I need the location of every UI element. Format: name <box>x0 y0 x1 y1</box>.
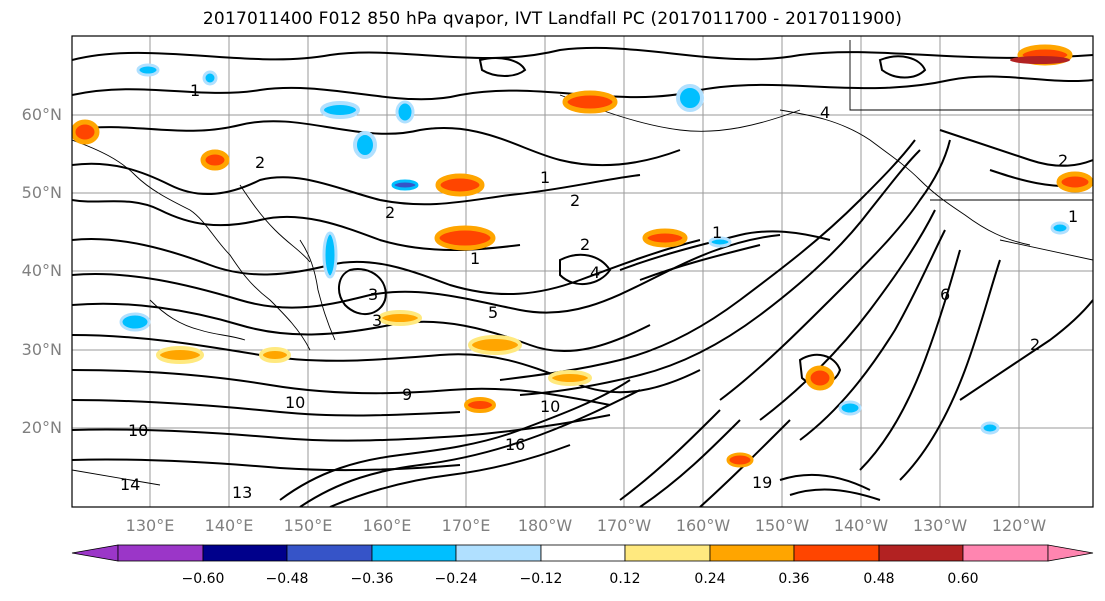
contour-label: 4 <box>820 103 830 122</box>
lon-label: 180°W <box>517 516 573 535</box>
contour-label: 9 <box>402 385 412 404</box>
contour-label: 4 <box>590 263 600 282</box>
lat-label: 50°N <box>21 183 62 202</box>
contour-label: 2 <box>385 203 395 222</box>
contour-label: 2 <box>570 191 580 210</box>
contour-label: 10 <box>128 421 148 440</box>
contour-label: 10 <box>285 393 305 412</box>
lon-label: 150°E <box>283 516 333 535</box>
lon-label: 150°W <box>754 516 810 535</box>
contour-label: 1 <box>470 249 480 268</box>
colorbar-segment <box>455 544 542 562</box>
lon-label: 130°W <box>912 516 968 535</box>
map-border <box>71 35 1094 508</box>
colorbar-tick-label: 0.24 <box>694 571 726 587</box>
colorbar-tick-label: −0.48 <box>265 571 309 587</box>
contour-label: 2 <box>255 153 265 172</box>
colorbar-extend-low <box>71 544 119 562</box>
contour-label: 1 <box>190 81 200 100</box>
colorbar-segment <box>878 544 964 562</box>
lon-label: 160°W <box>675 516 731 535</box>
lon-label: 140°E <box>204 516 254 535</box>
qvapor-shading <box>72 44 1093 468</box>
contour-label: 1 <box>712 223 722 242</box>
contour-label: 3 <box>368 285 378 304</box>
lon-label: 130°E <box>125 516 175 535</box>
contour-label: 2 <box>580 235 590 254</box>
colorbar-segment <box>540 544 626 562</box>
colorbar <box>71 544 1094 562</box>
colorbar-segment <box>117 544 204 562</box>
colorbar-tick-label: −0.24 <box>434 571 478 587</box>
colorbar-tick-label: −0.12 <box>519 571 563 587</box>
contour-label: 13 <box>232 483 252 502</box>
colorbar-segment <box>371 544 457 562</box>
contour-label: 19 <box>752 473 772 492</box>
lon-label: 120°W <box>991 516 1047 535</box>
contour-label: 1 <box>540 168 550 187</box>
contour-label: 5 <box>488 303 498 322</box>
colorbar-tick-label: −0.36 <box>350 571 394 587</box>
lon-label: 140°W <box>833 516 889 535</box>
lat-label: 60°N <box>21 105 62 124</box>
colorbar-tick-label: 0.60 <box>947 571 979 587</box>
colorbar-tick-label: 0.12 <box>609 571 641 587</box>
colorbar-segment <box>624 544 711 562</box>
contour-label: 2 <box>1030 335 1040 354</box>
colorbar-tick-label: −0.60 <box>181 571 225 587</box>
colorbar-segment <box>202 544 288 562</box>
lat-label: 40°N <box>21 261 62 280</box>
contour-labels: 1 2 2 1 2 1 2 3 3 5 4 1 6 10 10 9 10 13 … <box>120 81 1078 502</box>
colorbar-segment <box>709 544 795 562</box>
colorbar-segment <box>793 544 880 562</box>
contour-label: 16 <box>505 435 525 454</box>
contour-label: 6 <box>940 285 950 304</box>
colorbar-segment <box>286 544 373 562</box>
contour-label: 14 <box>120 475 140 494</box>
colorbar-segment <box>962 544 1049 562</box>
ivt-contours <box>72 46 1093 507</box>
contour-label: 10 <box>540 397 560 416</box>
map-title: 2017011400 F012 850 hPa qvapor, IVT Land… <box>202 9 903 29</box>
lon-label: 160°E <box>362 516 412 535</box>
contour-label: 1 <box>1068 207 1078 226</box>
contour-label: 3 <box>372 311 382 330</box>
contour-label: 2 <box>1058 151 1068 170</box>
lat-label: 20°N <box>21 418 62 437</box>
colorbar-tick-label: 0.48 <box>863 571 895 587</box>
lon-label: 170°E <box>441 516 491 535</box>
lat-label: 30°N <box>21 340 62 359</box>
lon-label: 170°W <box>596 516 652 535</box>
colorbar-tick-label: 0.36 <box>778 571 810 587</box>
colorbar-extend-high <box>1047 544 1094 562</box>
